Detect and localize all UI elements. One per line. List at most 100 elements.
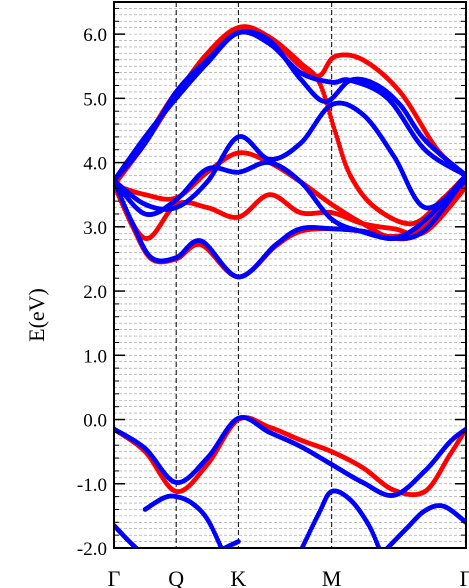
band-point <box>197 566 202 571</box>
band-point <box>214 551 219 556</box>
band-1-7 <box>142 493 225 554</box>
band-point <box>191 571 196 576</box>
band-point <box>155 564 160 569</box>
y-tick-label: -1.0 <box>77 475 107 496</box>
band-point <box>154 563 159 568</box>
band-point <box>153 562 158 567</box>
kpoint-label: Q <box>168 566 184 588</box>
band-0-0 <box>114 415 466 498</box>
band-point <box>163 572 168 577</box>
band-point <box>378 549 383 554</box>
band-point <box>159 568 164 573</box>
band-point <box>161 570 166 575</box>
band-point <box>160 569 165 574</box>
band-point <box>202 562 207 567</box>
y-tick-label: 6.0 <box>83 25 107 46</box>
y-tick-label: 3.0 <box>83 218 107 239</box>
band-point <box>213 552 218 557</box>
band-point <box>145 556 150 561</box>
band-point <box>144 555 149 560</box>
y-tick-label: 5.0 <box>83 89 107 110</box>
band-point <box>210 555 215 560</box>
band-point <box>216 550 221 555</box>
band-point <box>158 567 163 572</box>
band-point <box>203 561 208 566</box>
band-point <box>148 557 153 562</box>
band-point <box>217 549 222 554</box>
kpoint-label: Γ <box>460 566 469 588</box>
band-1-3 <box>114 100 466 212</box>
band-point <box>156 565 161 570</box>
y-tick-label: 0.0 <box>83 411 107 432</box>
band-point <box>186 574 191 579</box>
band-point <box>208 557 213 562</box>
band-point <box>212 553 217 558</box>
band-point <box>188 573 193 578</box>
band-1-8 <box>298 488 384 557</box>
band-point <box>147 557 152 562</box>
band-point <box>187 574 192 579</box>
band-point <box>152 561 157 566</box>
band-point <box>199 565 204 570</box>
band-point <box>143 554 148 559</box>
band-point <box>192 570 197 575</box>
band-1-9 <box>379 503 466 557</box>
band-point <box>196 567 201 572</box>
band-point <box>235 539 241 544</box>
band-point <box>137 549 142 554</box>
band-point <box>298 549 303 554</box>
band-1-0 <box>114 415 466 498</box>
band-point <box>220 549 225 554</box>
y-tick-label: 4.0 <box>83 154 107 175</box>
y-tick-label: 1.0 <box>83 346 107 367</box>
band-point <box>378 551 383 556</box>
kpoint-label: K <box>230 566 246 588</box>
y-axis-label: E(eV) <box>24 288 49 342</box>
band-point <box>190 571 195 576</box>
band-point <box>382 549 387 554</box>
band-1-2 <box>114 160 466 241</box>
band-point <box>200 564 205 569</box>
band-point <box>193 569 198 574</box>
band-point <box>149 558 154 563</box>
band-point <box>194 568 199 573</box>
plot-frame <box>113 1 467 549</box>
band-point <box>380 551 385 556</box>
band-curves <box>114 24 466 580</box>
band-point <box>379 552 384 557</box>
band-point <box>206 559 211 564</box>
band-point <box>215 550 220 555</box>
band-point <box>139 550 144 555</box>
band-point <box>142 553 147 558</box>
y-axis-ticks: 6.0 5.0 4.0 3.0 2.0 1.0 0.0 -1.0 -2.0 <box>77 7 466 560</box>
band-point <box>189 572 194 577</box>
band-point <box>150 559 155 564</box>
band-point <box>151 560 156 565</box>
band-point <box>138 550 143 555</box>
band-point <box>381 550 386 555</box>
band-1-5 <box>114 29 466 183</box>
band-point <box>211 554 216 559</box>
kpoint-label: Γ <box>108 566 121 588</box>
band-point <box>379 552 384 557</box>
band-point <box>201 563 206 568</box>
band-point <box>195 568 200 573</box>
band-point <box>209 556 214 561</box>
band-point <box>140 551 145 556</box>
band-point <box>380 551 385 556</box>
y-tick-label: -2.0 <box>77 539 107 560</box>
band-point <box>141 552 146 557</box>
band-point <box>204 560 209 565</box>
band-point <box>205 560 210 565</box>
band-1-4 <box>114 29 466 183</box>
band-point <box>162 571 167 576</box>
kpoint-label: M <box>322 566 342 588</box>
band-point <box>157 566 162 571</box>
band-point <box>184 575 189 580</box>
band-point <box>207 558 212 563</box>
grid-lines <box>114 1 466 549</box>
band-point <box>198 565 203 570</box>
y-tick-label: 2.0 <box>83 282 107 303</box>
